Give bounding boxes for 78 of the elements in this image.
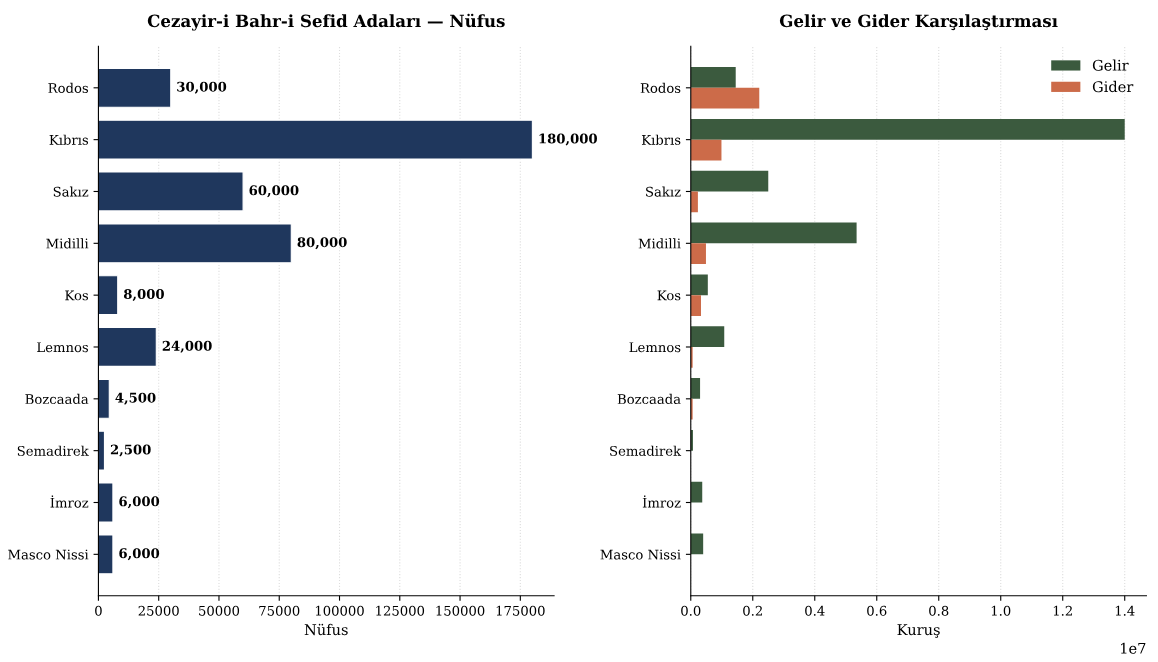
y-tick-label: Kos: [657, 290, 681, 301]
chart-title: Cezayir-i Bahr-i Sefid Adaları — Nüfus: [147, 13, 505, 31]
y-tick-label: Midilli: [638, 238, 681, 249]
data-label: 8,000: [123, 289, 164, 301]
bar: [690, 481, 703, 503]
bar: [690, 378, 701, 399]
bar: [98, 430, 106, 471]
y-tick-label: Masco Nissi: [600, 549, 681, 560]
x-tick-label: 125000: [376, 605, 425, 616]
data-label: 80,000: [297, 237, 347, 250]
bar: [690, 429, 693, 451]
data-label: 30,000: [177, 81, 227, 94]
y-tick-label: İmroz: [50, 495, 89, 508]
bar: [98, 534, 114, 575]
x-tick-label: 1.2: [1053, 605, 1072, 616]
bar: [690, 191, 698, 213]
bar: [98, 223, 292, 264]
y-tick-label: Semadirek: [17, 445, 89, 456]
bar: [690, 222, 857, 244]
x-tick-label: 1.0: [991, 605, 1011, 616]
x-tick-label: 75000: [259, 605, 300, 616]
y-tick-label: Sakız: [53, 186, 89, 197]
data-label: 4,500: [115, 392, 156, 405]
legend-label: Gider: [1092, 80, 1134, 93]
x-axis-title: Nüfus: [304, 623, 348, 636]
legend-label: Gelir: [1092, 59, 1129, 71]
bar: [690, 170, 769, 192]
x-tick-label: 0.0: [681, 605, 701, 616]
bar: [690, 326, 725, 347]
x-tick-label: 100000: [315, 605, 364, 616]
x-tick-label: 25000: [138, 605, 179, 616]
bar: [98, 275, 119, 316]
data-label: 6,000: [119, 548, 160, 561]
y-tick-label: Midilli: [46, 238, 89, 249]
bar: [98, 378, 110, 419]
bar: [690, 87, 760, 109]
y-tick-label: Masco Nissi: [8, 549, 89, 560]
data-label: 6,000: [119, 496, 160, 509]
y-tick-label: Rodos: [48, 82, 89, 94]
bar: [690, 118, 1125, 140]
bar: [690, 533, 704, 555]
bar: [98, 171, 244, 212]
x-tick-label: 0.4: [805, 605, 825, 616]
y-tick-label: Lemnos: [37, 342, 89, 353]
y-tick-label: Rodos: [640, 82, 681, 94]
x-tick-label: 0.8: [929, 605, 949, 616]
y-tick-label: Kıbrıs: [49, 134, 89, 145]
data-label: 180,000: [539, 133, 597, 146]
bar: [690, 67, 736, 88]
x-tick-label: 0.2: [743, 605, 762, 616]
x-axis-title: Kuruş: [897, 624, 940, 638]
chart-title: Gelir ve Gider Karşılaştırması: [779, 14, 1058, 31]
text: 1e7: [1121, 642, 1146, 654]
y-tick-label: İmroz: [642, 495, 681, 508]
y-tick-label: Semadirek: [610, 445, 682, 456]
x-tick-label: 175000: [496, 605, 545, 616]
data-label: 60,000: [249, 185, 299, 198]
bar: [690, 295, 701, 316]
y-tick-label: Kos: [65, 290, 89, 301]
x-tick-label: 150000: [436, 605, 485, 616]
bar: [690, 243, 706, 265]
bar: [98, 326, 157, 367]
bar: [98, 482, 114, 523]
bar: [98, 119, 533, 160]
bar: [690, 274, 708, 296]
data-label: 24,000: [162, 340, 212, 353]
y-tick-label: Sakız: [646, 186, 681, 197]
y-tick-label: Kıbrıs: [641, 134, 681, 145]
x-tick-label: 1.4: [1115, 605, 1135, 616]
x-tick-label: 50000: [199, 605, 240, 616]
bar: [98, 67, 172, 108]
x-tick-label: 0.6: [867, 605, 887, 616]
y-tick-label: Lemnos: [629, 342, 681, 353]
y-tick-label: Bozcaada: [25, 393, 89, 405]
bar: [690, 139, 722, 161]
x-tick-label: 0: [95, 605, 102, 616]
y-tick-label: Bozcaada: [617, 393, 681, 405]
data-label: 2,500: [110, 444, 151, 457]
